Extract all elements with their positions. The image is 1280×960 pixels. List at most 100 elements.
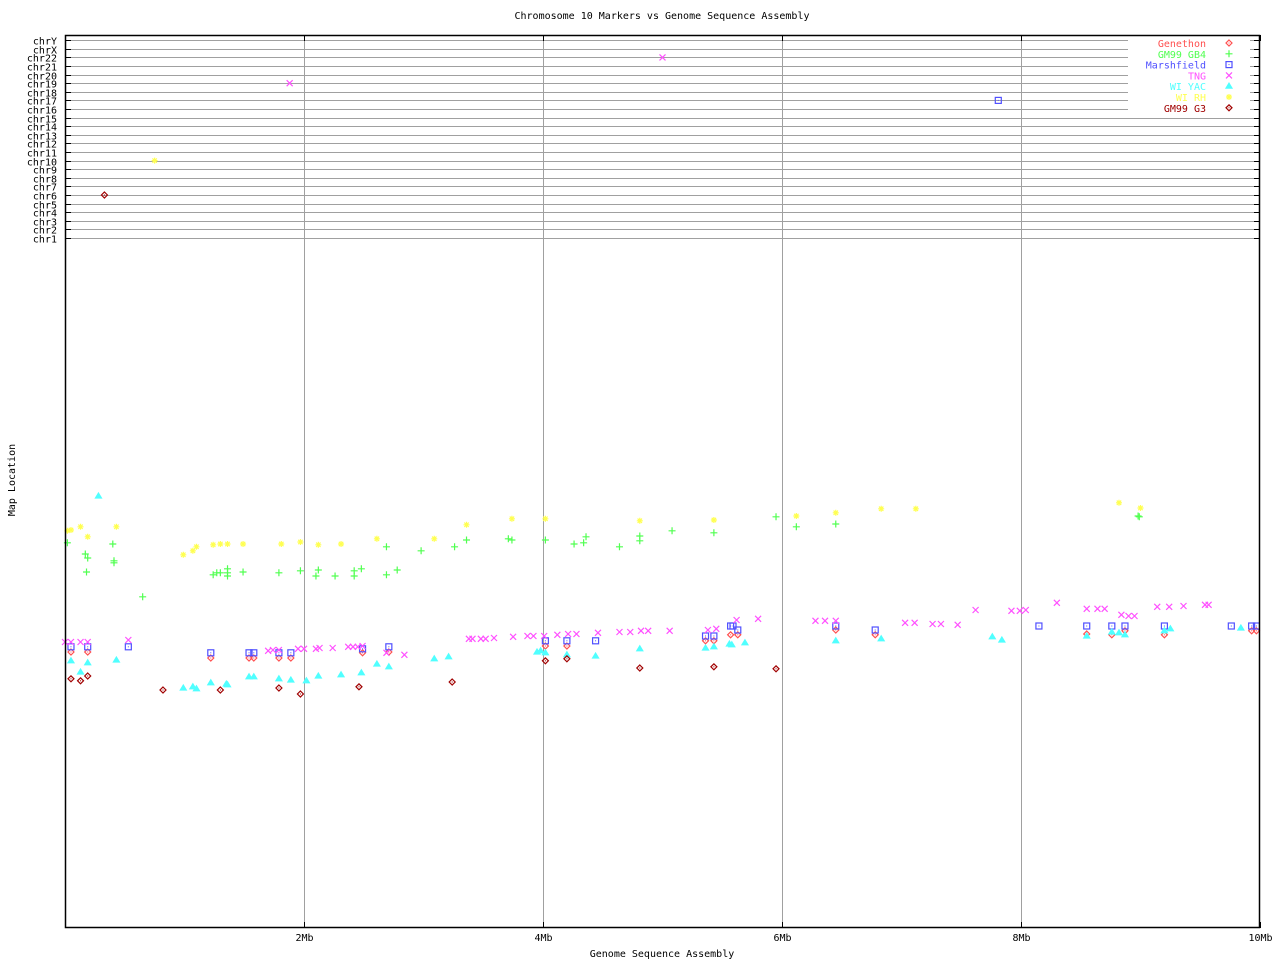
box-mark — [591, 637, 600, 645]
box-mark — [1083, 622, 1091, 630]
diamond-mark — [83, 648, 92, 656]
box-center — [566, 640, 568, 642]
triangle-mark — [997, 635, 1006, 643]
star-mark — [338, 541, 345, 547]
triangle-mark — [188, 682, 197, 690]
series-genethon — [67, 626, 1261, 662]
data-point — [710, 632, 718, 640]
y-tick-label-chr19: chr19 — [27, 80, 57, 91]
data-point — [1035, 622, 1043, 630]
diamond-center — [358, 686, 360, 688]
box-mark — [124, 643, 132, 651]
diamond-mark — [635, 664, 644, 672]
cross-mark — [1053, 599, 1061, 607]
data-point — [77, 523, 84, 530]
data-point — [793, 513, 800, 519]
data-point — [275, 646, 283, 654]
data-point — [644, 627, 652, 635]
data-point — [357, 668, 366, 676]
data-point — [314, 671, 323, 679]
data-point — [772, 664, 780, 673]
cross-mark — [286, 79, 294, 87]
diamond-center — [290, 657, 292, 659]
cross-mark — [832, 617, 840, 625]
data-point — [350, 567, 358, 575]
legend-label: WI RH — [1176, 93, 1206, 104]
data-point-chr17 — [994, 96, 1002, 105]
plus-mark — [275, 569, 283, 577]
legend-marker — [1225, 50, 1233, 58]
data-point — [1022, 606, 1030, 614]
data-point — [727, 640, 736, 648]
y-tick-label-chr3: chr3 — [33, 218, 57, 229]
data-point — [430, 654, 439, 662]
x-tick-label: 6Mb — [773, 933, 791, 944]
cross-mark — [329, 644, 337, 652]
data-point — [159, 686, 167, 694]
box-mark — [563, 637, 571, 645]
box-mark — [994, 96, 1002, 105]
data-point — [224, 541, 231, 547]
data-point — [712, 625, 720, 633]
cross-mark — [1117, 611, 1125, 619]
data-point — [83, 568, 91, 576]
cross-mark — [1101, 605, 1109, 613]
triangle-mark — [1082, 631, 1091, 639]
chart-title: Chromosome 10 Markers vs Genome Sequence… — [514, 11, 809, 22]
cross-mark — [316, 644, 323, 652]
data-point — [1115, 499, 1122, 506]
data-point — [84, 638, 92, 646]
triangle-mark — [635, 644, 644, 652]
data-point — [113, 523, 120, 530]
data-point — [509, 633, 517, 641]
diamond-mark — [249, 654, 258, 662]
cross-mark — [594, 629, 602, 637]
series-gm99-gb4 — [63, 512, 1143, 601]
data-point — [274, 674, 283, 682]
diamond-center — [639, 667, 641, 669]
data-point — [871, 626, 879, 634]
triangle-mark — [244, 672, 254, 680]
cross-mark — [1225, 71, 1233, 79]
data-point — [929, 620, 936, 628]
diamond-center — [87, 651, 89, 653]
cross-mark — [300, 645, 308, 653]
data-point — [591, 651, 600, 659]
plus-mark — [582, 533, 590, 541]
data-point — [482, 635, 490, 643]
data-point — [179, 683, 188, 691]
box-mark — [832, 622, 840, 630]
data-point — [729, 622, 737, 630]
diamond-center — [544, 645, 546, 647]
legend-label: WI YAC — [1170, 82, 1206, 93]
data-point — [358, 648, 367, 657]
data-point — [792, 523, 800, 531]
plus-mark — [357, 565, 365, 573]
series-gm99-g3 — [67, 191, 780, 698]
box-center — [127, 646, 129, 648]
star-mark — [180, 551, 187, 558]
triangle-mark — [112, 655, 121, 663]
data-point — [564, 630, 572, 638]
box-center — [730, 625, 732, 627]
box-mark — [1248, 622, 1256, 630]
star-mark — [210, 541, 217, 548]
legend-marker — [1226, 94, 1232, 100]
star-mark — [636, 517, 643, 524]
data-point — [821, 617, 829, 625]
star-mark — [77, 523, 84, 530]
star-mark — [710, 517, 717, 523]
data-point — [444, 652, 453, 660]
cross-mark — [77, 638, 84, 646]
data-point — [463, 536, 471, 544]
data-point — [287, 649, 295, 657]
cross-mark — [553, 631, 561, 639]
data-point — [373, 535, 380, 542]
data-point — [1083, 605, 1091, 613]
plus-mark — [1135, 513, 1143, 521]
triangle-mark — [372, 659, 381, 667]
diamond-center — [1228, 42, 1230, 44]
y-tick-label-chr22: chr22 — [27, 54, 57, 65]
star-mark — [431, 535, 438, 542]
diamond-mark — [563, 642, 571, 650]
